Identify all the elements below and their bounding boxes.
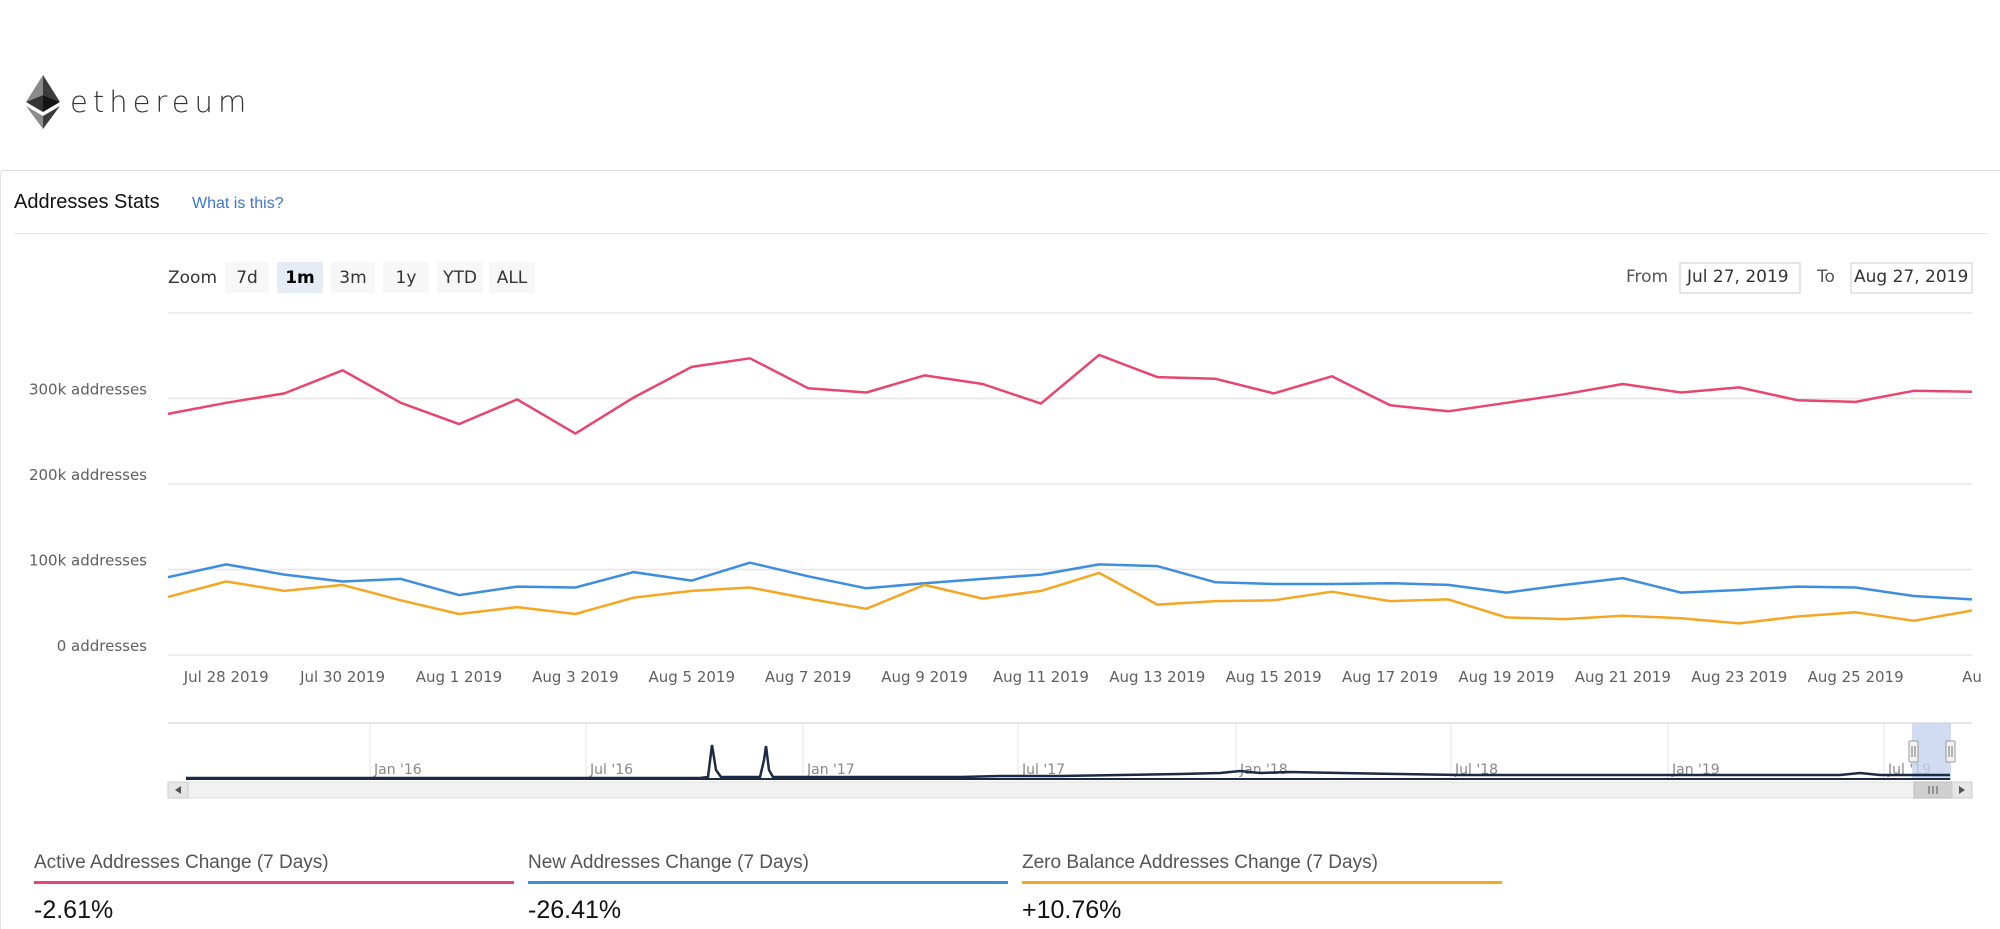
series-line-zero-balance-addresses[interactable] [167, 571, 1973, 625]
y-tick-label: 0 addresses [57, 637, 147, 655]
x-tick-label: Aug 19 2019 [1458, 668, 1554, 686]
series-line-active-addresses[interactable] [167, 353, 1973, 435]
navigator-tick-label: Jul '16 [589, 762, 633, 778]
series-lines [167, 353, 1973, 625]
x-tick-label: Aug 9 2019 [881, 668, 968, 686]
stat-value: +10.76% [1022, 896, 1122, 924]
title-divider [14, 233, 1988, 234]
from-date-input[interactable] [1679, 262, 1801, 294]
x-tick-label: Jul 30 2019 [299, 668, 385, 686]
navigator-line [186, 744, 1950, 780]
zoom-button-label: ALL [497, 268, 528, 288]
panel-title: Addresses Stats [14, 191, 160, 213]
scrollbar-track[interactable] [167, 781, 1973, 799]
navigator-tick-label: Jan '16 [373, 762, 422, 778]
arrow-left-icon [175, 786, 181, 794]
y-tick-label: 300k addresses [29, 381, 147, 399]
stat-value: -26.41% [528, 896, 622, 924]
y-tick-label: 200k addresses [29, 466, 147, 484]
zoom-button-all[interactable] [489, 262, 535, 293]
navigator-background [168, 723, 1972, 780]
grid-lines [168, 312, 1972, 656]
series-line-new-addresses[interactable] [167, 561, 1973, 601]
zoom-label: Zoom [168, 268, 217, 288]
x-tick-label: Aug 13 2019 [1109, 668, 1205, 686]
zoom-button-3m[interactable] [331, 262, 375, 293]
zoom-button-label: 1m [285, 268, 315, 288]
y-axis-labels: 0 addresses 100k addresses 200k addresses 3… [29, 381, 147, 656]
navigator-scrollbar[interactable] [167, 781, 1973, 799]
zoom-button-label: 1y [396, 268, 417, 288]
x-tick-label: Aug 23 2019 [1691, 668, 1787, 686]
stat-zero-balance-addresses: Zero Balance Addresses Change (7 Days) +… [1022, 849, 1502, 925]
x-axis-labels: Jul 28 2019 Jul 30 2019 Aug 1 2019 Aug 3 20… [183, 668, 1982, 686]
x-tick-label: Aug 7 2019 [765, 668, 852, 686]
zoom-button-label: 7d [236, 268, 258, 288]
navigator-handle-left[interactable] [1908, 740, 1919, 763]
x-tick-label: Aug 15 2019 [1226, 668, 1322, 686]
zoom-button-1y[interactable] [383, 262, 429, 293]
x-tick-label: Aug 25 2019 [1808, 668, 1904, 686]
to-label: To [1816, 267, 1835, 287]
x-tick-label: Aug 17 2019 [1342, 668, 1438, 686]
addresses-stats-panel: Addresses Stats What is this? [0, 170, 2000, 929]
stat-color-rule [1022, 881, 1502, 884]
arrow-right-icon [1959, 786, 1965, 794]
brand-logo[interactable]: ethereum [26, 74, 251, 130]
zoom-button-7d[interactable] [225, 262, 269, 293]
stat-label: Zero Balance Addresses Change (7 Days) [1022, 852, 1378, 873]
x-tick-label: Au [1962, 668, 1982, 686]
navigator-tick-label: Jul '17 [1021, 762, 1065, 778]
x-tick-label: Aug 3 2019 [532, 668, 619, 686]
stat-label: New Addresses Change (7 Days) [528, 852, 809, 873]
x-tick-label: Aug 21 2019 [1575, 668, 1671, 686]
zoom-button-ytd[interactable] [437, 262, 483, 293]
x-tick-label: Aug 5 2019 [648, 668, 735, 686]
x-tick-label: Aug 1 2019 [416, 668, 503, 686]
stat-new-addresses: New Addresses Change (7 Days) -26.41% [528, 849, 1008, 925]
addresses-chart[interactable]: Zoom 7d 1m 3m 1y YTD ALL From Jul 27, 2019 To… [0, 170, 2000, 810]
stat-color-rule [34, 881, 514, 884]
x-tick-label: Aug 11 2019 [993, 668, 1089, 686]
stat-active-addresses: Active Addresses Change (7 Days) -2.61% [34, 849, 514, 925]
navigator-tick-label: Jan '17 [806, 762, 855, 778]
zoom-button-1m[interactable] [277, 262, 323, 293]
stat-value: -2.61% [34, 896, 114, 924]
zoom-button-label: YTD [442, 268, 477, 288]
from-label: From [1626, 267, 1668, 287]
stat-label: Active Addresses Change (7 Days) [34, 852, 329, 873]
navigator-tick-label: Jan '18 [1239, 762, 1288, 778]
ethereum-diamond-icon [26, 75, 60, 129]
brand-name: ethereum [70, 85, 252, 119]
navigator-handle-right[interactable] [1945, 740, 1956, 763]
zoom-buttons: 7d 1m 3m 1y YTD ALL [225, 262, 535, 293]
what-is-this-link[interactable]: What is this? [192, 195, 284, 212]
stat-color-rule [528, 881, 1008, 884]
to-date-input[interactable] [1850, 262, 1973, 294]
zoom-button-label: 3m [339, 268, 366, 288]
navigator[interactable]: Jan '16 Jul '16 Jan '17 Jul '17 Jan '18 Jul '… [168, 722, 1972, 780]
y-tick-label: 100k addresses [29, 552, 147, 570]
from-date-value: Jul 27, 2019 [1686, 267, 1789, 287]
x-tick-label: Jul 28 2019 [183, 668, 269, 686]
to-date-value: Aug 27, 2019 [1854, 267, 1968, 287]
